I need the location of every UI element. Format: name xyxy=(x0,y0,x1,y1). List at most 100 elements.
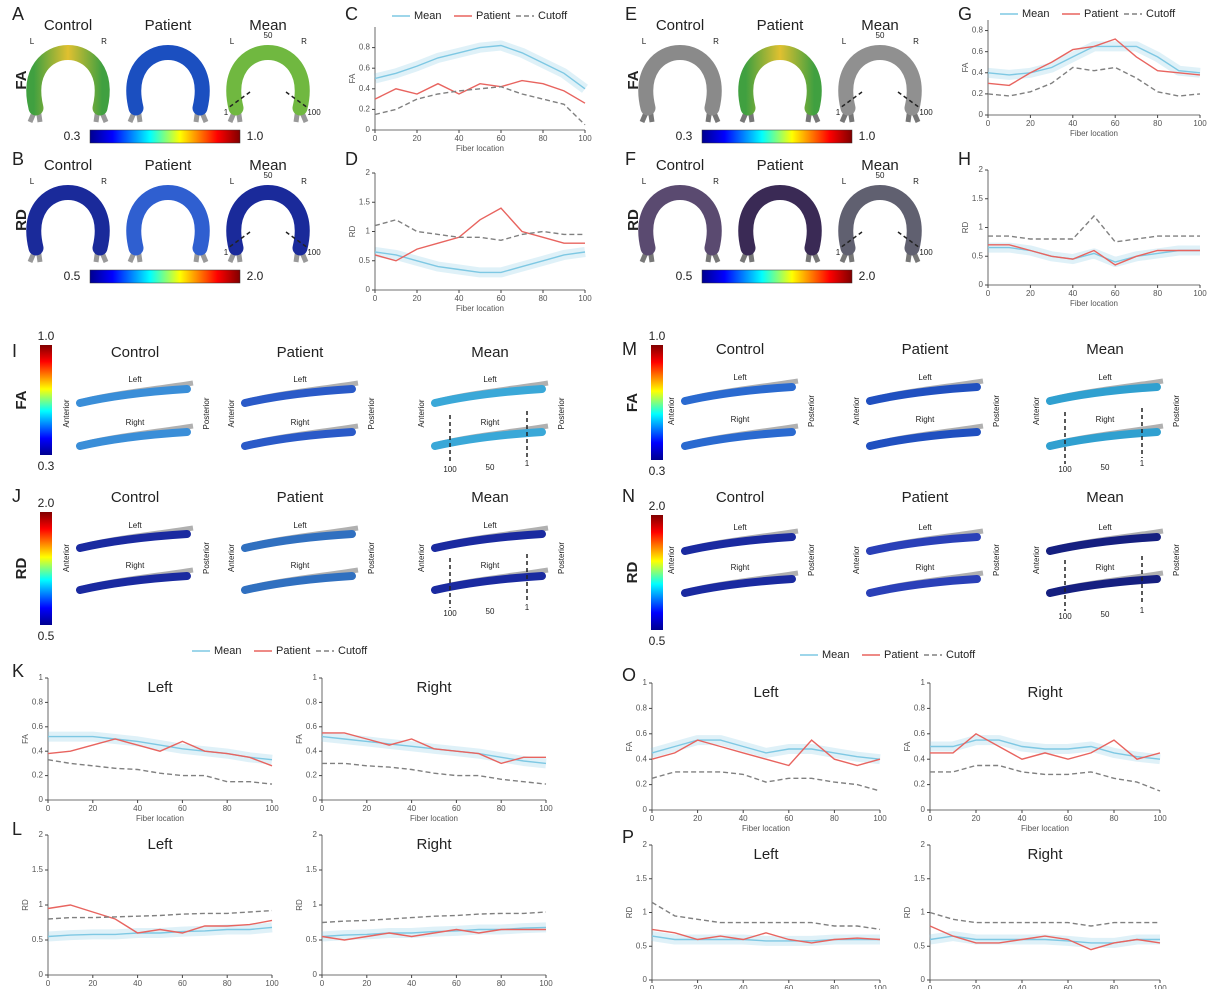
panel-letter: E xyxy=(625,4,637,24)
column-heading: Patient xyxy=(277,489,325,506)
panel-letter: G xyxy=(958,4,972,24)
hemisphere-label: Right xyxy=(481,418,500,427)
colorbar-label: 2.0 xyxy=(247,269,264,283)
tract xyxy=(435,534,542,548)
measure-label: RD xyxy=(624,562,641,584)
y-tick-label: 1 xyxy=(313,673,318,682)
position-label: 1 xyxy=(224,248,229,257)
column-heading: Mean xyxy=(1086,341,1124,358)
x-tick-label: 0 xyxy=(320,804,325,813)
panel-letter: A xyxy=(12,4,24,24)
colorbar-label: 0.5 xyxy=(64,269,81,283)
y-axis-label: RD xyxy=(21,899,30,911)
series-line xyxy=(375,81,585,104)
chart-title: Right xyxy=(416,679,452,696)
colorbar xyxy=(702,270,852,283)
hemisphere-label: Right xyxy=(291,418,310,427)
hemisphere-label: Left xyxy=(1098,523,1112,532)
direction-label: Anterior xyxy=(227,544,236,572)
hemisphere-label: Left xyxy=(733,523,747,532)
y-tick-label: 0.8 xyxy=(359,43,371,52)
direction-label: Posterior xyxy=(807,544,816,576)
position-label: 50 xyxy=(264,31,273,40)
y-axis-label: RD xyxy=(961,222,970,234)
column-heading: Patient xyxy=(757,17,805,34)
direction-label: Posterior xyxy=(367,397,376,429)
series-line xyxy=(375,220,585,241)
x-tick-label: 20 xyxy=(88,979,97,988)
column-heading: Mean xyxy=(471,489,509,506)
colorbar-label: 1.0 xyxy=(247,129,264,143)
x-tick-label: 60 xyxy=(178,979,187,988)
tract xyxy=(870,387,977,401)
side-label: L xyxy=(230,177,235,186)
mean-band xyxy=(375,46,585,89)
series-line xyxy=(375,87,585,125)
x-tick-label: 80 xyxy=(539,134,548,143)
colorbar-label: 2.0 xyxy=(649,499,666,513)
y-tick-label: 1 xyxy=(39,673,44,682)
x-tick-label: 80 xyxy=(830,984,839,989)
x-tick-label: 60 xyxy=(497,294,506,303)
column-heading: Patient xyxy=(902,489,950,506)
y-tick-label: 0.2 xyxy=(914,780,926,789)
direction-label: Anterior xyxy=(62,544,71,572)
x-tick-label: 100 xyxy=(873,814,887,823)
y-tick-label: 0.2 xyxy=(306,771,318,780)
tract xyxy=(746,193,814,249)
axis xyxy=(930,845,1160,980)
legend-label: Mean xyxy=(822,649,850,661)
x-axis-label: Fiber location xyxy=(1070,299,1118,308)
y-axis-label: FA xyxy=(21,733,30,743)
panel-letter: H xyxy=(958,149,971,169)
chart-title: Right xyxy=(1027,846,1063,863)
legend-label: Patient xyxy=(476,10,510,22)
y-tick-label: 1.5 xyxy=(32,865,44,874)
x-tick-label: 100 xyxy=(539,979,553,988)
side-label: R xyxy=(713,37,719,46)
y-tick-label: 0 xyxy=(979,280,984,289)
position-label: 100 xyxy=(443,465,457,474)
position-label: 1 xyxy=(525,603,530,612)
y-tick-label: 0 xyxy=(313,795,318,804)
legend-label: Mean xyxy=(1022,8,1050,20)
y-axis-label: RD xyxy=(295,899,304,911)
position-label: 50 xyxy=(486,463,495,472)
x-tick-label: 80 xyxy=(497,804,506,813)
y-tick-label: 0 xyxy=(39,795,44,804)
y-tick-label: 1.5 xyxy=(306,865,318,874)
y-tick-label: 0.5 xyxy=(306,935,318,944)
direction-label: Anterior xyxy=(1032,397,1041,425)
tract xyxy=(80,534,187,548)
hemisphere-label: Left xyxy=(483,375,497,384)
y-tick-label: 0 xyxy=(366,125,371,134)
direction-label: Anterior xyxy=(667,546,676,574)
y-axis-label: RD xyxy=(348,226,357,238)
axis xyxy=(48,835,272,975)
x-tick-label: 20 xyxy=(413,134,422,143)
colorbar-label: 1.0 xyxy=(38,329,55,343)
tract xyxy=(685,579,792,593)
side-label: R xyxy=(101,37,107,46)
hemisphere-label: Left xyxy=(128,521,142,530)
tract xyxy=(245,389,352,403)
x-tick-label: 0 xyxy=(373,134,378,143)
direction-label: Posterior xyxy=(1172,395,1181,427)
tract xyxy=(80,576,187,590)
axis xyxy=(988,170,1200,285)
hemisphere-label: Right xyxy=(1096,415,1115,424)
side-label: R xyxy=(301,37,307,46)
side-label: L xyxy=(842,37,847,46)
side-label: L xyxy=(30,37,35,46)
side-label: L xyxy=(642,177,647,186)
y-axis-label: FA xyxy=(295,733,304,743)
side-label: R xyxy=(101,177,107,186)
side-label: R xyxy=(913,37,919,46)
direction-label: Posterior xyxy=(202,542,211,574)
hemisphere-label: Right xyxy=(731,563,750,572)
y-tick-label: 0 xyxy=(366,285,371,294)
y-tick-label: 1.5 xyxy=(972,194,984,203)
x-tick-label: 20 xyxy=(88,804,97,813)
position-label: 1 xyxy=(836,248,841,257)
panel-letter: N xyxy=(622,486,635,506)
